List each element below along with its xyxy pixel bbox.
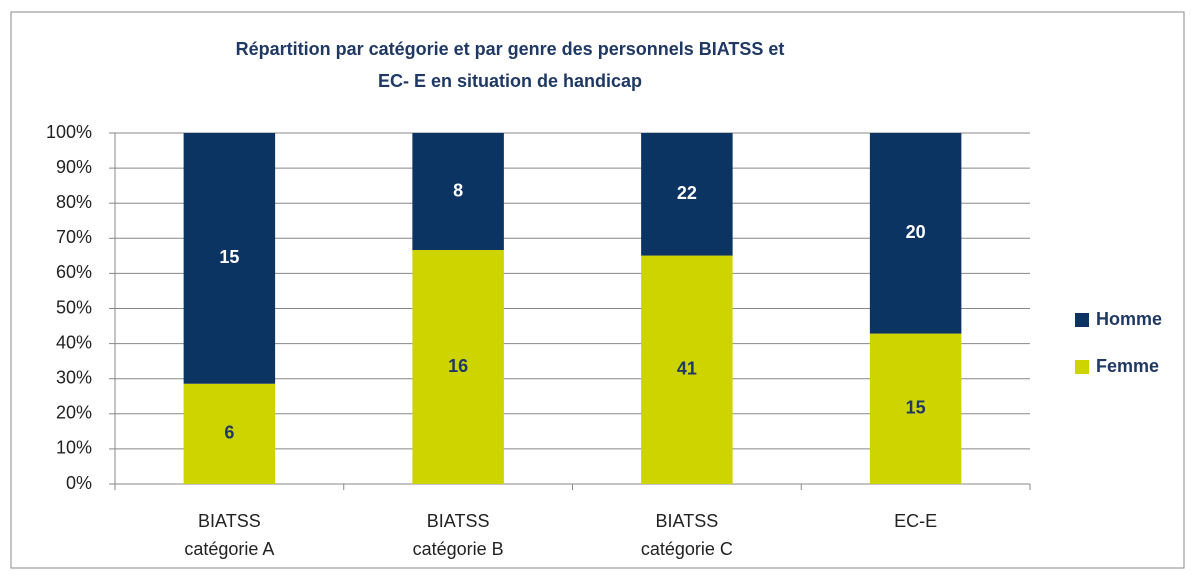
y-tick-label: 40% <box>56 332 92 352</box>
data-label: 16 <box>448 356 468 376</box>
x-tick-label: catégorie C <box>641 539 733 559</box>
x-tick-label: EC-E <box>894 511 937 531</box>
x-tick-label: catégorie B <box>413 539 504 559</box>
legend-label: Femme <box>1096 356 1159 376</box>
legend-label: Homme <box>1096 309 1162 329</box>
data-label: 15 <box>906 398 926 418</box>
legend-swatch <box>1075 360 1089 374</box>
y-tick-label: 30% <box>56 367 92 387</box>
x-tick-label: catégorie A <box>184 539 274 559</box>
y-tick-label: 20% <box>56 403 92 423</box>
data-label: 22 <box>677 183 697 203</box>
bar-segment <box>869 333 962 484</box>
bar-segment <box>641 133 733 256</box>
y-tick-label: 100% <box>46 122 92 142</box>
y-tick-label: 10% <box>56 438 92 458</box>
y-tick-label: 90% <box>56 157 92 177</box>
y-tick-label: 60% <box>56 262 92 282</box>
legend-swatch <box>1075 313 1089 327</box>
y-tick-label: 0% <box>66 473 92 493</box>
x-tick-label: BIATSS <box>656 511 719 531</box>
bar-segment <box>183 133 276 384</box>
y-tick-label: 80% <box>56 192 92 212</box>
bar-segment <box>412 133 504 250</box>
chart-title: Répartition par catégorie et par genre d… <box>236 39 785 59</box>
data-label: 6 <box>224 423 234 443</box>
data-label: 15 <box>219 247 239 267</box>
bar-segment <box>183 383 276 484</box>
y-tick-label: 50% <box>56 297 92 317</box>
data-label: 8 <box>453 180 463 200</box>
chart-title: EC- E en situation de handicap <box>378 71 642 91</box>
x-tick-label: BIATSS <box>198 511 261 531</box>
bar-segment <box>641 255 733 484</box>
bar-segment <box>869 133 962 334</box>
x-tick-label: BIATSS <box>427 511 490 531</box>
bar-segment <box>412 250 504 484</box>
data-label: 41 <box>677 359 697 379</box>
y-tick-label: 70% <box>56 227 92 247</box>
data-label: 20 <box>906 222 926 242</box>
